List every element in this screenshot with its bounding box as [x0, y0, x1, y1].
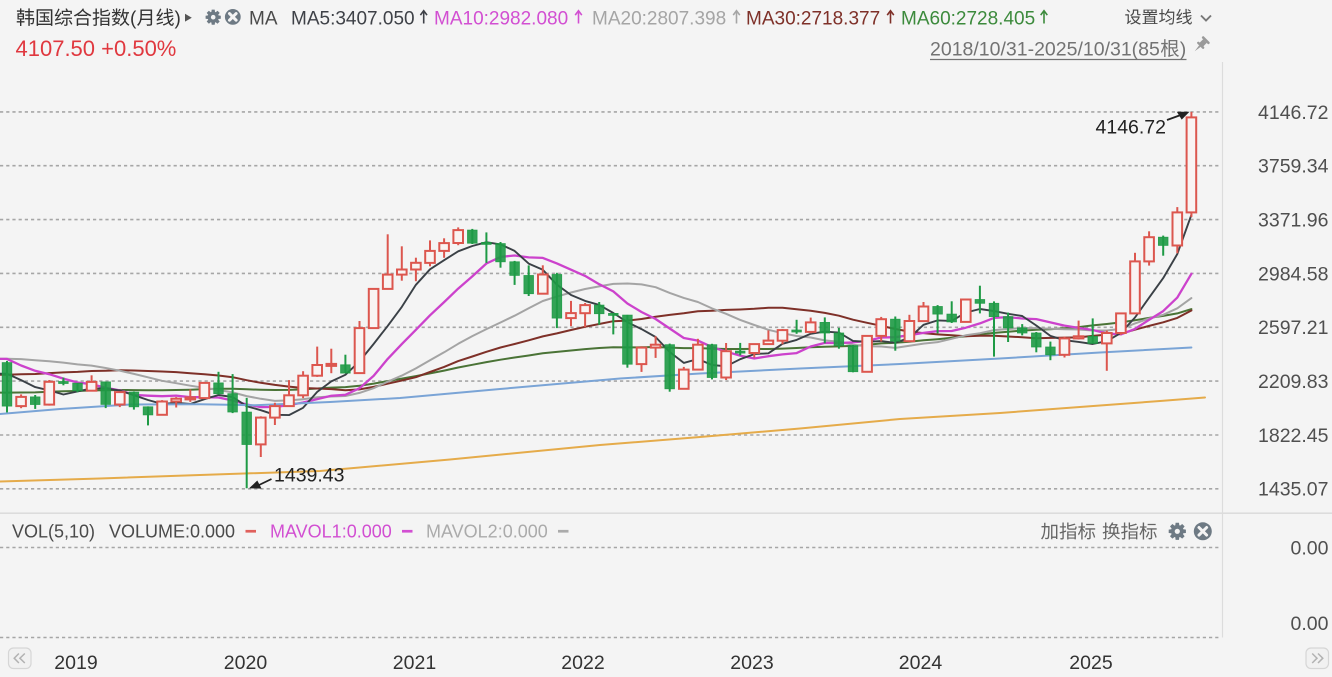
svg-text:3371.96: 3371.96 — [1258, 210, 1329, 232]
svg-text:MAVOL2:0.000: MAVOL2:0.000 — [426, 522, 548, 542]
svg-text:2022: 2022 — [561, 652, 604, 672]
svg-text:MA60:2728.405: MA60:2728.405 — [901, 8, 1035, 29]
svg-text:): ) — [1180, 39, 1187, 61]
svg-text:4107.50 +0.50%: 4107.50 +0.50% — [16, 36, 177, 61]
svg-text:MA20:2807.398: MA20:2807.398 — [592, 8, 726, 29]
svg-text:0.00: 0.00 — [1291, 538, 1329, 560]
svg-text:2020: 2020 — [224, 652, 268, 672]
svg-text:(: ( — [130, 8, 137, 29]
svg-text:4146.72: 4146.72 — [1096, 117, 1167, 139]
svg-text:1439.43: 1439.43 — [274, 465, 345, 487]
svg-text:2984.58: 2984.58 — [1258, 263, 1329, 285]
svg-text:0.00: 0.00 — [1291, 613, 1329, 635]
svg-text:MA5:3407.050: MA5:3407.050 — [291, 8, 415, 29]
svg-text:MA10:2982.080: MA10:2982.080 — [434, 8, 568, 29]
svg-text:2019: 2019 — [54, 652, 97, 672]
svg-text:1822.45: 1822.45 — [1258, 425, 1329, 447]
svg-text:2025: 2025 — [1069, 652, 1113, 672]
svg-text:2209.83: 2209.83 — [1258, 371, 1329, 393]
svg-text:MA: MA — [249, 8, 278, 29]
svg-text:MAVOL1:0.000: MAVOL1:0.000 — [270, 522, 392, 542]
svg-text:2597.21: 2597.21 — [1258, 317, 1329, 339]
svg-text:MA30:2718.377: MA30:2718.377 — [746, 8, 880, 29]
svg-text:4146.72: 4146.72 — [1258, 102, 1329, 124]
svg-text:VOLUME:0.000: VOLUME:0.000 — [109, 522, 235, 542]
svg-text:2021: 2021 — [393, 652, 436, 672]
svg-text:1435.07: 1435.07 — [1258, 479, 1329, 501]
svg-text:): ) — [175, 8, 181, 29]
svg-text:2024: 2024 — [899, 652, 943, 672]
svg-text:3759.34: 3759.34 — [1258, 156, 1329, 178]
svg-text:2023: 2023 — [730, 652, 773, 672]
svg-text:VOL(5,10): VOL(5,10) — [12, 522, 95, 542]
svg-text:2018/10/31-2025/10/31(85: 2018/10/31-2025/10/31(85 — [930, 39, 1160, 61]
